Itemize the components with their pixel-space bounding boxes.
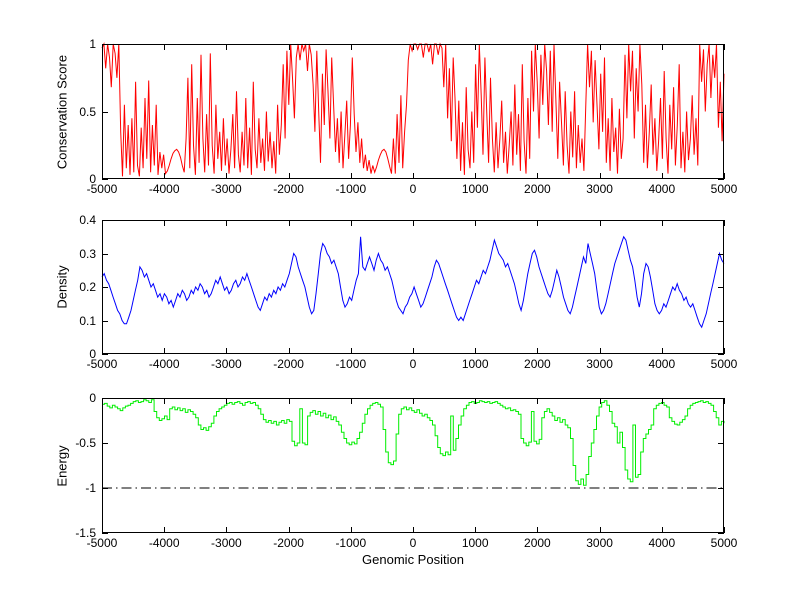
x-tick-label: 0 <box>409 357 417 371</box>
conservation-score-plot-area <box>101 42 725 180</box>
y-tick-label: 1 <box>89 37 96 51</box>
energy-subplot: Energy -1.5 -1 -0.5 0 -5000 -4000 -3000 -2000-… <box>55 391 738 550</box>
energy-plot-area <box>102 398 725 534</box>
x-tick-label: -1000 <box>335 357 367 371</box>
density-plot-area <box>101 220 725 355</box>
x-tick-label: -2000 <box>273 182 304 196</box>
x-tick-label: -1000 <box>335 536 367 550</box>
x-tick-label: 0 <box>409 536 417 550</box>
x-tick-label: -5000 <box>86 357 118 371</box>
x-tick-label: -3000 <box>211 357 242 371</box>
x-tick-label: 4000 <box>648 536 676 550</box>
x-tick-label: 2000 <box>524 536 551 550</box>
x-tick-label: -3000 <box>211 182 242 196</box>
x-tick-label: 2000 <box>524 182 551 196</box>
x-tick-label: -2000 <box>273 536 304 550</box>
x-tick-label: 3000 <box>586 357 613 371</box>
y-tick-labels: 0 0.1 0.2 0.3 0.4 <box>52 213 96 361</box>
x-tick-label: 5000 <box>710 536 738 550</box>
density-subplot: Density 0 0.1 0.2 0.3 0.4 -5000 -4000 -3000 -20… <box>55 213 738 371</box>
x-tick-label: -5000 <box>86 536 118 550</box>
y-tick-label: 0 <box>89 391 96 405</box>
x-tick-label: 1000 <box>461 182 489 196</box>
x-tick-labels: -5000 -4000 -3000 -2000 -1000 0 1000 2000 3000 40… <box>87 179 738 197</box>
y-tick-label: 0.2 <box>79 280 96 294</box>
y-tick-labels: 0 0.5 1 <box>52 37 96 186</box>
x-tick-label: 3000 <box>586 536 613 550</box>
x-tick-label: -2000 <box>273 357 304 371</box>
x-tick-label: 3000 <box>586 182 613 196</box>
x-tick-label: 4000 <box>648 357 676 371</box>
x-tick-label: 5000 <box>710 357 738 371</box>
x-tick-label: -1000 <box>335 182 367 196</box>
x-tick-label: -4000 <box>148 182 180 196</box>
y-tick-label: 0.5 <box>79 104 96 119</box>
x-axis-label-genomic-position: Genomic Position <box>362 552 464 567</box>
x-tick-label: -3000 <box>211 536 242 550</box>
x-tick-label: 0 <box>409 182 417 196</box>
x-tick-label: 1000 <box>461 536 489 550</box>
x-tick-label: 1000 <box>461 357 489 371</box>
y-tick-label: -0.5 <box>75 436 96 450</box>
x-tick-label: 5000 <box>710 182 738 196</box>
x-tick-labels: -5000 -4000 -3000 -2000 -1000 0 1000 2000 3000 40… <box>87 533 738 551</box>
y-tick-label: 0.4 <box>79 213 96 227</box>
y-tick-label: 0 <box>89 172 96 186</box>
y-tick-label: 0 <box>89 347 96 361</box>
x-tick-label: -4000 <box>148 536 180 550</box>
y-tick-labels: -1.5 -1 -0.5 0 <box>52 391 96 540</box>
y-tick-label: 0.3 <box>79 246 96 261</box>
x-tick-label: 4000 <box>648 182 676 196</box>
y-tick-label: 0.1 <box>79 313 96 328</box>
x-tick-label: 2000 <box>524 357 551 371</box>
x-tick-label: -5000 <box>86 182 118 196</box>
conservation-score-subplot: Conservation Score 0 0.5 1 -5000 -4000 -3000… <box>55 37 738 196</box>
y-tick-label: -1 <box>85 481 96 495</box>
x-tick-label: -4000 <box>148 357 180 371</box>
x-tick-labels: -5000 -4000 -3000 -2000 -1000 0 1000 2000 3000 40… <box>87 354 738 372</box>
y-tick-label: -1.5 <box>75 526 96 540</box>
